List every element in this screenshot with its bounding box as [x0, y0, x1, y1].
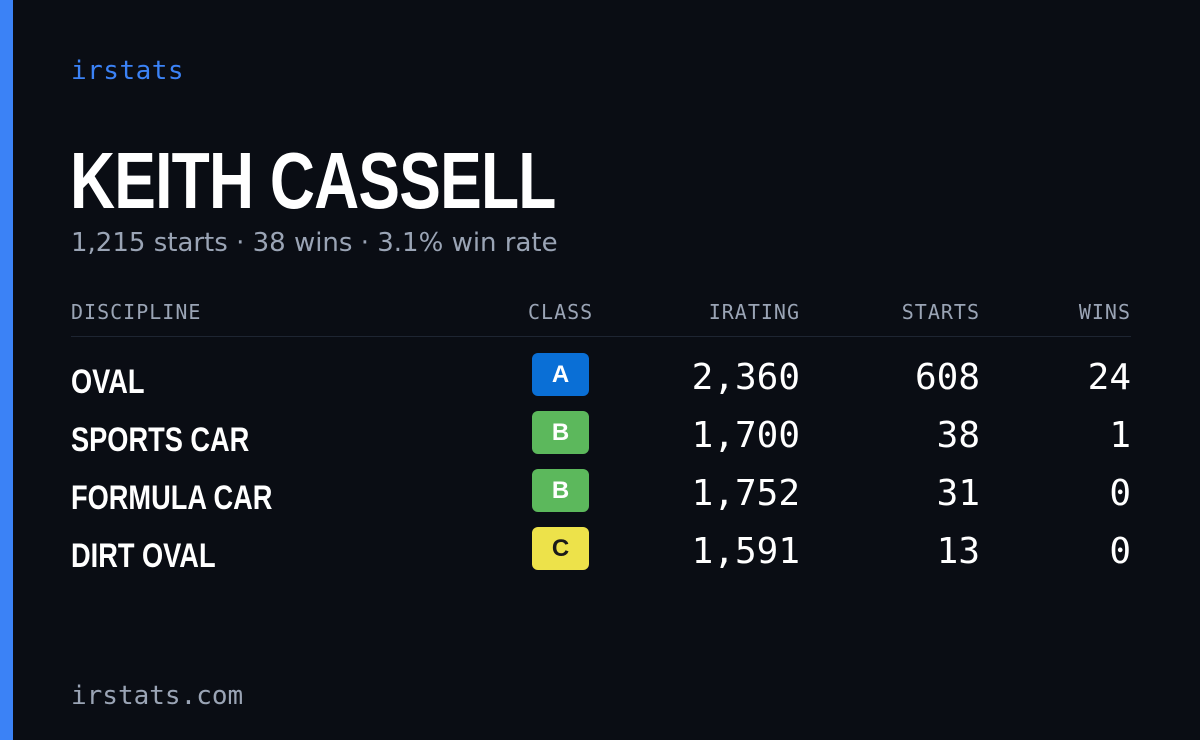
- header-class: CLASS: [528, 300, 594, 324]
- irating-value: 1,591: [691, 531, 800, 572]
- driver-summary: 1,215 starts · 38 wins · 3.1% win rate: [71, 228, 558, 258]
- header-wins: WINS: [1078, 300, 1131, 324]
- discipline-name: OVAL: [71, 363, 145, 401]
- class-badge: B: [532, 469, 589, 512]
- starts-value: 608: [914, 357, 980, 398]
- irating-value: 1,700: [691, 415, 800, 456]
- starts-value: 31: [936, 473, 980, 514]
- license-table: DISCIPLINE CLASS IRATING STARTS WINS OVA…: [71, 300, 1131, 575]
- discipline-name: SPORTS CAR: [71, 421, 250, 459]
- table-header: DISCIPLINE CLASS IRATING STARTS WINS: [71, 300, 1131, 337]
- driver-name: KEITH CASSELL: [70, 136, 556, 225]
- starts-value: 13: [936, 531, 980, 572]
- table-row: FORMULA CAR B 1,752 31 0: [71, 453, 1131, 517]
- footer-site-link[interactable]: irstats.com: [71, 681, 244, 711]
- wins-value: 0: [1109, 473, 1131, 514]
- starts-value: 38: [936, 415, 980, 456]
- wins-value: 1: [1109, 415, 1131, 456]
- table-row: DIRT OVAL C 1,591 13 0: [71, 511, 1131, 575]
- table-row: OVAL A 2,360 608 24: [71, 337, 1131, 401]
- accent-bar: [0, 0, 13, 740]
- irating-value: 1,752: [691, 473, 800, 514]
- header-starts: STARTS: [901, 300, 980, 324]
- brand-logo[interactable]: irstats: [71, 56, 185, 86]
- wins-value: 0: [1109, 531, 1131, 572]
- header-irating: IRATING: [708, 300, 800, 324]
- wins-value: 24: [1087, 357, 1131, 398]
- discipline-name: FORMULA CAR: [71, 479, 273, 517]
- irating-value: 2,360: [691, 357, 800, 398]
- table-row: SPORTS CAR B 1,700 38 1: [71, 395, 1131, 459]
- class-badge: B: [532, 411, 589, 454]
- class-badge: C: [532, 527, 589, 570]
- header-discipline: DISCIPLINE: [71, 300, 202, 324]
- class-badge: A: [532, 353, 589, 396]
- discipline-name: DIRT OVAL: [71, 537, 216, 575]
